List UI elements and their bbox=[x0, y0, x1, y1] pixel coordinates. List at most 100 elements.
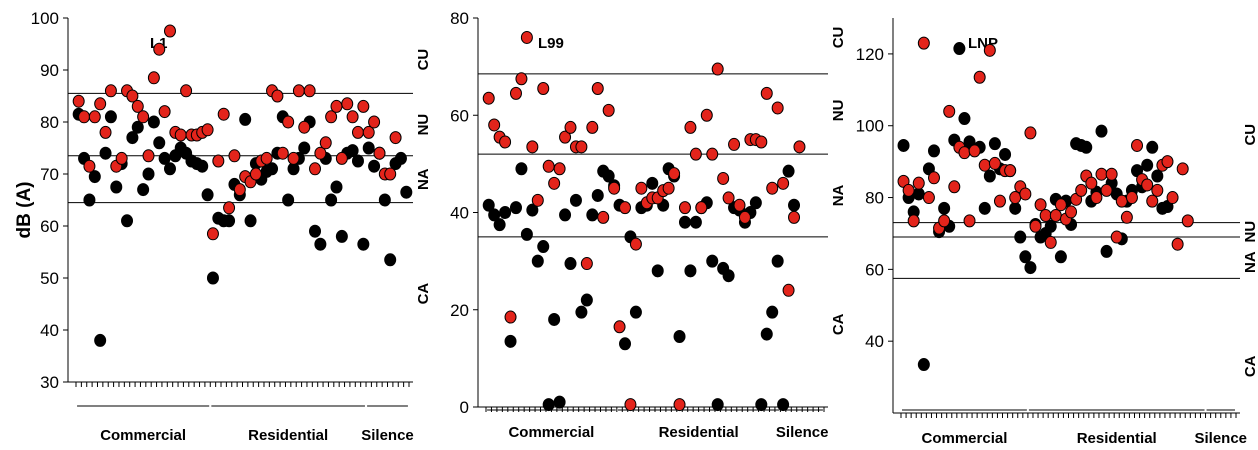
zone-label-nu: NU bbox=[1242, 221, 1258, 243]
zone-label-cu: CU bbox=[415, 49, 432, 71]
red-data-point bbox=[927, 171, 940, 185]
red-data-point bbox=[351, 125, 364, 139]
black-data-point bbox=[239, 112, 252, 126]
red-data-point bbox=[1131, 138, 1144, 152]
zone-label-na: NA bbox=[830, 184, 847, 206]
red-data-point bbox=[287, 151, 300, 165]
red-data-point bbox=[1065, 205, 1078, 219]
black-data-point bbox=[196, 159, 209, 173]
red-data-point bbox=[917, 36, 930, 50]
black-data-point bbox=[1146, 140, 1159, 154]
red-data-point bbox=[341, 97, 354, 111]
zone-label-nu: NU bbox=[830, 100, 847, 122]
y-tick-label: 50 bbox=[40, 269, 59, 288]
red-data-point bbox=[733, 198, 746, 212]
red-data-point bbox=[212, 154, 225, 168]
black-data-point bbox=[357, 237, 370, 251]
red-data-point bbox=[912, 176, 925, 190]
red-data-point bbox=[325, 110, 338, 124]
red-data-point bbox=[1125, 191, 1138, 205]
black-data-point bbox=[499, 206, 512, 219]
red-data-point bbox=[368, 115, 381, 129]
black-data-point bbox=[917, 358, 930, 372]
red-data-point bbox=[309, 162, 322, 176]
red-data-point bbox=[1151, 183, 1164, 197]
black-data-point bbox=[1141, 158, 1154, 172]
panel-l99: 0 20 40 60 80 CU NU NA CA L99 Commercial Residentia… bbox=[450, 9, 847, 441]
red-data-point bbox=[973, 70, 986, 84]
red-data-point bbox=[1181, 214, 1194, 228]
red-data-point bbox=[1034, 198, 1047, 212]
black-data-point bbox=[684, 264, 697, 278]
red-data-point bbox=[537, 82, 550, 96]
y-tick-label: 60 bbox=[450, 106, 469, 125]
black-data-point bbox=[999, 147, 1012, 161]
black-data-point bbox=[1009, 201, 1022, 215]
red-data-point bbox=[282, 115, 295, 129]
black-data-point bbox=[1095, 124, 1108, 138]
black-data-point bbox=[586, 208, 599, 222]
group-label-commercial: Commercial bbox=[922, 430, 1008, 447]
zone-label-ca: CA bbox=[830, 313, 847, 335]
black-data-point bbox=[493, 218, 506, 232]
black-data-point bbox=[244, 214, 257, 228]
black-data-point bbox=[591, 188, 604, 202]
red-data-point bbox=[684, 120, 697, 134]
red-data-point bbox=[1110, 230, 1123, 244]
black-data-point bbox=[771, 254, 784, 268]
red-data-point bbox=[542, 159, 555, 173]
black-data-point bbox=[153, 136, 166, 150]
black-data-point bbox=[504, 334, 517, 348]
black-data-point bbox=[147, 115, 160, 129]
red-data-point bbox=[515, 72, 528, 86]
red-data-point bbox=[629, 237, 642, 251]
red-data-point bbox=[201, 123, 214, 137]
red-data-point bbox=[1115, 194, 1128, 208]
black-data-point bbox=[309, 224, 322, 238]
red-data-point bbox=[575, 140, 588, 154]
red-data-point bbox=[1105, 167, 1118, 181]
black-data-point bbox=[777, 398, 790, 412]
red-data-point bbox=[782, 283, 795, 297]
red-data-point bbox=[520, 30, 533, 44]
red-data-point bbox=[504, 310, 517, 324]
red-data-point bbox=[602, 103, 615, 117]
black-data-point bbox=[602, 169, 615, 183]
black-data-point bbox=[1054, 250, 1067, 264]
red-data-point bbox=[948, 180, 961, 194]
red-data-point bbox=[777, 176, 790, 190]
black-data-point bbox=[526, 203, 539, 217]
red-data-point bbox=[1044, 235, 1057, 249]
black-data-point bbox=[927, 144, 940, 158]
red-data-point bbox=[499, 135, 512, 149]
red-data-point bbox=[1146, 194, 1159, 208]
black-data-point bbox=[559, 208, 572, 222]
black-data-point bbox=[760, 327, 773, 341]
black-data-point bbox=[575, 305, 588, 319]
red-data-point bbox=[509, 86, 522, 100]
red-data-point bbox=[223, 201, 236, 215]
black-data-point bbox=[482, 198, 495, 212]
black-data-point bbox=[629, 305, 642, 319]
red-data-point bbox=[217, 107, 230, 121]
red-data-point bbox=[717, 171, 730, 185]
black-data-point bbox=[537, 240, 550, 254]
red-data-point bbox=[711, 62, 724, 76]
y-tick-label: 80 bbox=[865, 189, 884, 208]
black-data-point bbox=[673, 329, 686, 343]
red-data-point bbox=[958, 146, 971, 160]
red-data-point bbox=[292, 84, 305, 98]
red-data-point bbox=[668, 167, 681, 181]
y-tick-label: 80 bbox=[450, 9, 469, 28]
red-data-point bbox=[488, 118, 501, 132]
red-data-point bbox=[346, 110, 359, 124]
red-data-point bbox=[1054, 198, 1067, 212]
black-data-point bbox=[958, 112, 971, 126]
black-data-point bbox=[1019, 250, 1032, 264]
red-data-point bbox=[531, 193, 544, 207]
black-data-point bbox=[1014, 230, 1027, 244]
red-data-point bbox=[1085, 176, 1098, 190]
red-data-point bbox=[362, 125, 375, 139]
red-data-point bbox=[564, 120, 577, 134]
